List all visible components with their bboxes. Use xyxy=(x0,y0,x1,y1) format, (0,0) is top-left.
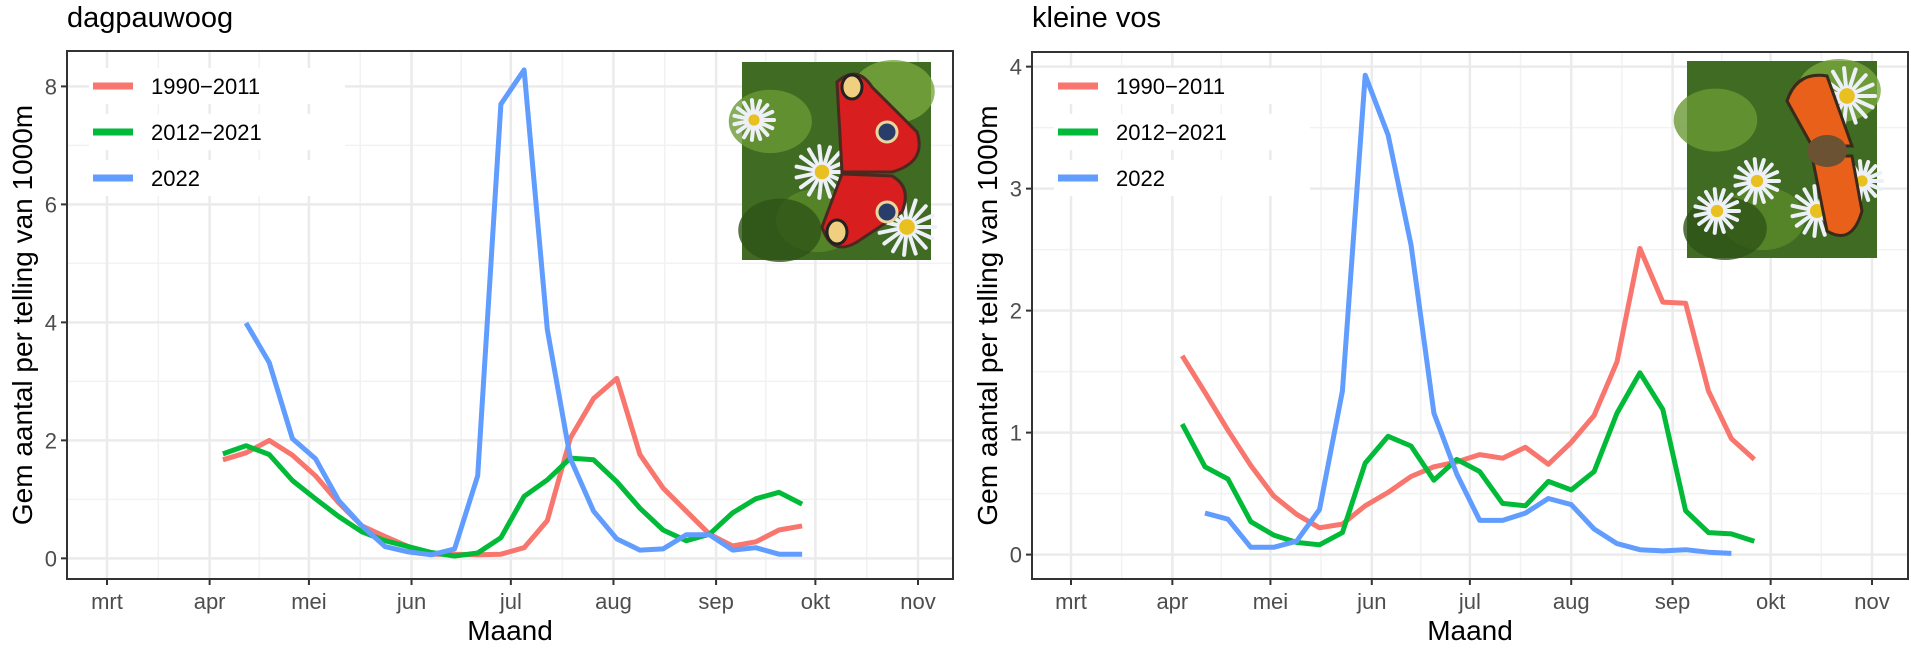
series-line-2012-2021 xyxy=(1179,370,1756,548)
panel-0: mrt apr mei jun jul aug sep okt nov 0 2 4 6 8 1990−201… xyxy=(7,50,954,646)
y-tick-label: 4 xyxy=(45,310,57,335)
x-tick-label: jul xyxy=(499,589,522,614)
panel-title-kleine-vos: kleine vos xyxy=(1032,2,1161,34)
y-tick-label: 4 xyxy=(1010,55,1022,80)
y-tick-label: 2 xyxy=(45,428,57,453)
y-tick-label: 0 xyxy=(45,546,57,571)
foliage xyxy=(1673,88,1758,152)
x-tick-label: nov xyxy=(1854,589,1889,614)
x-tick-label: sep xyxy=(1655,589,1690,614)
butterfly-eyespot xyxy=(825,218,849,246)
plot-border xyxy=(1031,51,1909,580)
foliage xyxy=(738,198,822,262)
series-line-1990-2011 xyxy=(1180,245,1756,531)
x-axis-title: Maand xyxy=(1427,615,1513,646)
daisy-center xyxy=(1856,175,1868,187)
x-tick-label: aug xyxy=(1553,589,1590,614)
legend-label: 2012−2021 xyxy=(151,120,262,145)
y-axis-title: Gem aantal per telling van 1000m xyxy=(7,105,38,525)
legend-label: 1990−2011 xyxy=(151,74,260,99)
series-line-1990-2011 xyxy=(222,375,803,558)
daisy-center xyxy=(1750,174,1764,188)
y-tick-label: 0 xyxy=(1010,543,1022,568)
peacock-butterfly-photo xyxy=(728,60,937,262)
legend-label: 2022 xyxy=(151,166,200,191)
x-tick-label: jun xyxy=(1356,589,1386,614)
y-tick-label: 1 xyxy=(1010,421,1022,446)
series-line-2022 xyxy=(243,67,803,558)
butterfly-eyespot xyxy=(840,73,864,101)
x-axis-title: Maand xyxy=(467,615,553,646)
x-tick-label: nov xyxy=(900,589,935,614)
daisy-center xyxy=(899,219,915,235)
x-tick-label: jun xyxy=(396,589,426,614)
butterfly-wing xyxy=(1785,73,1855,148)
legend-label: 2012−2021 xyxy=(1116,120,1227,145)
y-tick-label: 3 xyxy=(1010,177,1022,202)
legend-label: 1990−2011 xyxy=(1116,74,1225,99)
x-tick-label: okt xyxy=(801,589,830,614)
x-tick-label: apr xyxy=(1156,589,1188,614)
butterfly-eyespot xyxy=(875,120,899,144)
x-tick-label: jul xyxy=(1458,589,1481,614)
daisy-center xyxy=(1839,88,1855,104)
x-tick-label: sep xyxy=(698,589,733,614)
plot-border xyxy=(66,50,954,580)
daisy-center xyxy=(1810,204,1824,218)
small-tortoiseshell-butterfly-photo xyxy=(1673,59,1884,260)
butterfly-wing xyxy=(1810,154,1864,237)
panel-title-dagpauwoog: dagpauwoog xyxy=(67,2,234,34)
legend-label: 2022 xyxy=(1116,166,1165,191)
butterfly-eyespot xyxy=(875,200,899,224)
daisy-center xyxy=(1710,204,1724,218)
daisy-center xyxy=(748,114,760,126)
panel-1: mrt apr mei jun jul aug sep okt nov 0 1 2 3 4 1990−201… xyxy=(972,51,1909,646)
butterfly-body xyxy=(1807,135,1847,167)
x-tick-label: mei xyxy=(1253,589,1288,614)
series-line-2022 xyxy=(1204,72,1732,556)
y-axis-title: Gem aantal per telling van 1000m xyxy=(972,105,1003,525)
y-tick-label: 2 xyxy=(1010,299,1022,324)
x-tick-label: mei xyxy=(291,589,326,614)
x-tick-label: mrt xyxy=(1055,589,1087,614)
y-tick-label: 8 xyxy=(45,74,57,99)
x-tick-label: aug xyxy=(595,589,632,614)
x-tick-label: mrt xyxy=(91,589,123,614)
x-tick-label: apr xyxy=(194,589,226,614)
y-tick-label: 6 xyxy=(45,192,57,217)
x-tick-label: okt xyxy=(1756,589,1785,614)
daisy-center xyxy=(814,164,830,180)
